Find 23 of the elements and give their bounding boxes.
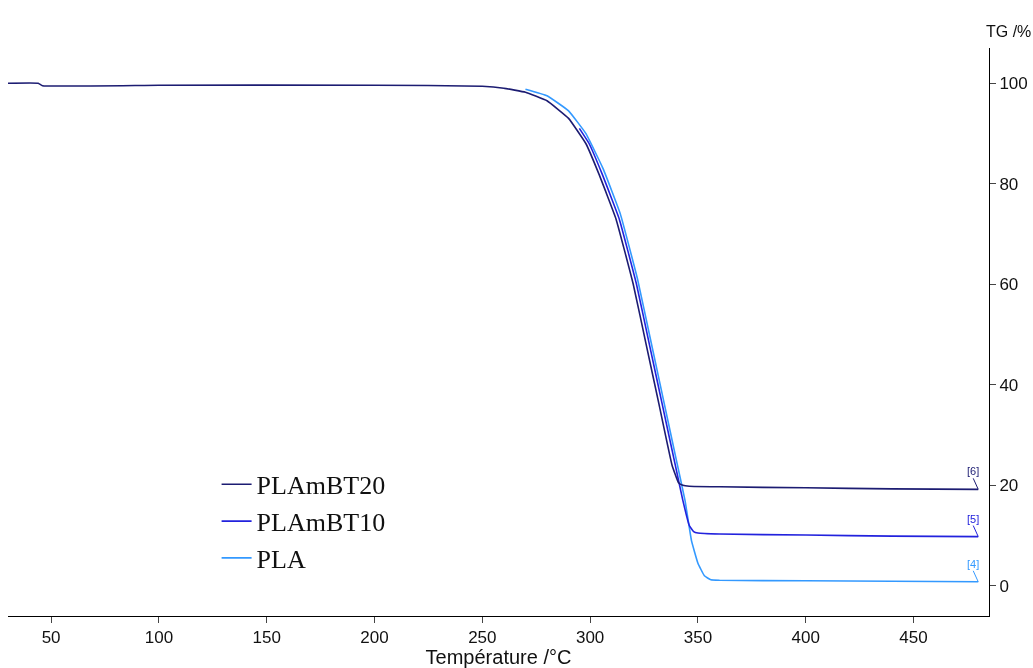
legend-label: PLAmBT20 xyxy=(256,471,386,501)
x-tick-label: 350 xyxy=(683,628,713,648)
y-tick-label: 100 xyxy=(999,74,1028,94)
y-tick-label: 80 xyxy=(999,174,1019,194)
y-tick-label: 0 xyxy=(999,576,1009,596)
x-tick-label: 250 xyxy=(468,628,497,648)
annotation: [4] xyxy=(967,558,980,570)
x-tick-label: 100 xyxy=(144,628,174,648)
x-tick-label: 50 xyxy=(41,628,61,648)
y-tick-label: 40 xyxy=(999,375,1019,395)
x-tick-label: 150 xyxy=(252,628,281,648)
legend-label: PLAmBT10 xyxy=(256,508,386,538)
annotation: [6] xyxy=(967,465,980,477)
x-axis-title: Température /°C xyxy=(425,646,572,668)
x-tick-label: 400 xyxy=(791,628,820,648)
y-tick-label: 60 xyxy=(999,275,1019,295)
x-tick-label: 200 xyxy=(360,628,389,648)
x-tick-label: 300 xyxy=(575,628,605,648)
y-tick-label: 20 xyxy=(999,476,1019,496)
legend-label: PLA xyxy=(256,545,306,575)
y-axis-title: TG /% xyxy=(986,23,1032,40)
x-tick-label: 450 xyxy=(899,628,928,648)
annotation: [5] xyxy=(967,513,980,525)
